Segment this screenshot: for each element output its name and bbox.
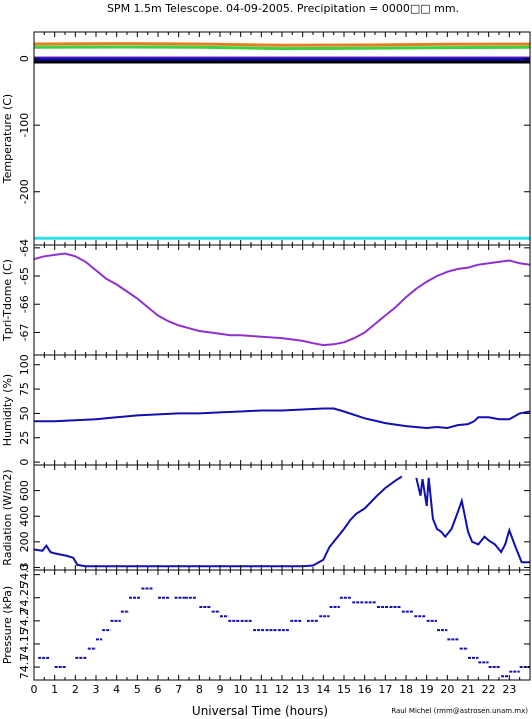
y-tick-label: 25 [18, 431, 31, 445]
x-tick-label: 0 [31, 683, 38, 696]
x-tick-label: 15 [337, 683, 351, 696]
chart-title: SPM 1.5m Telescope. 04-09-2005. Precipit… [107, 2, 459, 15]
x-tick-label: 19 [420, 683, 434, 696]
x-tick-label: 6 [155, 683, 162, 696]
panel-humidity: 0 25 50 75 100 Humidity (%) [1, 354, 531, 466]
x-tick-label: 13 [296, 683, 310, 696]
x-tick-label: 12 [275, 683, 289, 696]
y-tick-label: 74.3 [18, 562, 31, 587]
y-tick-label: 100 [18, 354, 31, 375]
x-tick-label: 17 [378, 683, 392, 696]
y-tick-label: 600 [18, 480, 31, 501]
y-tick-label: -66 [18, 295, 31, 313]
radiation-series-line [34, 475, 403, 568]
radiation-series-line [415, 477, 530, 564]
y-tick-label: 74.25 [18, 582, 31, 614]
y-tick-label: 200 [18, 531, 31, 552]
panel-frame [33, 31, 531, 246]
y-axis-label: Temperature (C) [1, 94, 14, 184]
x-tick-label: 22 [482, 683, 496, 696]
y-tick-label: 74.15 [18, 628, 31, 660]
x-tick-label: 23 [502, 683, 516, 696]
y-tick-label: 50 [18, 406, 31, 420]
x-tick-label: 8 [196, 683, 203, 696]
y-axis-label: Humidity (%) [1, 374, 14, 446]
x-tick-label: 5 [134, 683, 141, 696]
y-tick-label: 400 [18, 506, 31, 527]
x-tick-label: 4 [113, 683, 120, 696]
y-tick-label: 0 [18, 55, 31, 62]
humidity-series-line [34, 407, 530, 430]
y-axis-label: Pressure (kPa) [1, 586, 14, 664]
y-tick-label: -64 [18, 239, 31, 257]
y-axis-label: Radiation (W/m2) [1, 469, 14, 565]
x-tick-label: 18 [399, 683, 413, 696]
tdome-series-line [34, 252, 530, 347]
panel-frame [33, 569, 531, 681]
x-tick-label: 14 [316, 683, 330, 696]
y-tick-label: -200 [18, 179, 31, 204]
x-tick-label: 9 [217, 683, 224, 696]
y-tick-label: 74.1 [18, 655, 31, 680]
y-tick-label: 75 [18, 382, 31, 396]
chart-panels: 0 -100 -200 Temperature (C) -64 -65 -66 -67 Tpri… [1, 31, 531, 696]
x-tick-label: 1 [51, 683, 58, 696]
panel-radiation: 0 200 400 600 Radiation (W/m2) [1, 464, 531, 571]
credit-text: Raul Michel (rmm@astrosen.unam.mx) [391, 707, 528, 715]
temperature-series-line [34, 42, 530, 47]
panel-tdome: -64 -65 -66 -67 Tpri-Tdome (C) [1, 239, 531, 356]
y-axis-label: Tpri-Tdome (C) [1, 259, 14, 342]
x-tick-label: 3 [93, 683, 100, 696]
y-tick-label: -65 [18, 267, 31, 285]
y-tick-label: 74.2 [18, 609, 31, 634]
x-tick-label: 21 [461, 683, 475, 696]
temperature-series-line [34, 45, 530, 51]
y-tick-label: -67 [18, 323, 31, 341]
x-tick-label: 2 [72, 683, 79, 696]
x-tick-label: 16 [358, 683, 372, 696]
x-axis-label: Universal Time (hours) [192, 704, 328, 718]
y-tick-label: 0 [18, 459, 31, 466]
x-tick-label: 11 [254, 683, 268, 696]
x-tick-label: 7 [175, 683, 182, 696]
panel-temperature: 0 -100 -200 Temperature (C) [1, 31, 531, 246]
x-tick-label: 10 [234, 683, 248, 696]
pressure-series [38, 587, 530, 678]
y-tick-label: -100 [18, 113, 31, 138]
x-tick-label: 20 [440, 683, 454, 696]
y-tick-label: 0 [18, 564, 31, 571]
